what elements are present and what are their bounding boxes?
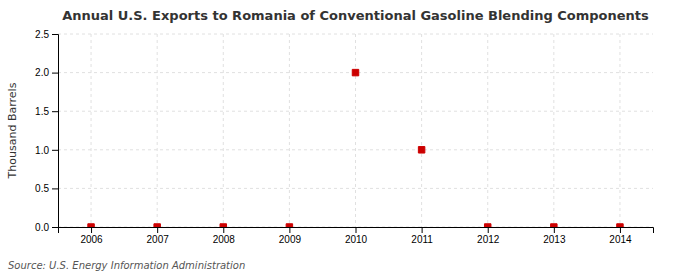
x-grid-line	[355, 34, 356, 227]
points	[88, 69, 623, 227]
grid	[58, 34, 653, 227]
x-tick: 2009	[279, 227, 302, 245]
x-tick-label: 2009	[279, 234, 302, 245]
y-tick-label: 2.0	[35, 67, 49, 78]
x-tick-label: 2007	[147, 234, 170, 245]
x-grid-line	[223, 34, 224, 227]
x-tick-label: 2008	[213, 234, 236, 245]
x-grid-line	[157, 34, 158, 227]
x-tick: 2006	[80, 227, 103, 245]
x-tick-mark	[554, 227, 555, 233]
x-tick-label: 2006	[80, 234, 103, 245]
y-tick-label: 0.5	[35, 183, 49, 194]
x-grid-line	[421, 34, 422, 227]
x-grid-line	[289, 34, 290, 227]
x-tick: 2013	[543, 227, 566, 245]
y-tick-mark	[52, 73, 58, 74]
y-tick-label: 1.0	[35, 145, 49, 156]
annotation: Source: U.S. Energy Information Administ…	[8, 260, 245, 271]
x-tick-label: 2013	[543, 234, 566, 245]
point	[286, 224, 292, 227]
y-tick-mark	[52, 150, 58, 151]
x-tick: 2008	[213, 227, 236, 245]
point	[154, 224, 160, 227]
x-grid-line	[619, 34, 620, 227]
y-grid-line	[58, 188, 653, 189]
x-grid-line	[487, 34, 488, 227]
x-tick: 2010	[345, 227, 368, 245]
y-axis-line	[52, 35, 59, 228]
y-grid-line	[58, 34, 653, 35]
y-tick: 0.0	[35, 222, 58, 233]
x-axis: 2006 2007 2008 2009 2010 2011 2012 2013 2014	[59, 227, 654, 245]
x-tick: 2011	[411, 227, 433, 245]
x-tick-mark	[422, 227, 423, 233]
x-tick-mark	[91, 227, 92, 233]
y-tick-mark	[52, 188, 58, 189]
y-tick: 2.0	[35, 67, 58, 78]
y-tick-mark	[52, 227, 58, 228]
x-tick-mark	[289, 227, 290, 233]
x-tick-label: 2011	[411, 234, 433, 245]
x-grid-line	[553, 34, 554, 227]
x-tick: 2014	[609, 227, 632, 245]
point	[418, 147, 424, 153]
point	[220, 224, 226, 227]
x-tick-mark	[157, 227, 158, 233]
plot-area: 2006200720082009201020112012201320140.00…	[35, 29, 653, 245]
point	[484, 224, 490, 227]
x-tick: 2007	[147, 227, 170, 245]
y-tick-label: 2.5	[35, 29, 49, 40]
x-tick: 2012	[477, 227, 500, 245]
y-grid-line	[58, 111, 653, 112]
y-tick: 0.5	[35, 183, 58, 194]
point	[88, 224, 94, 227]
y-tick-mark	[52, 34, 58, 35]
x-axis-line	[59, 228, 654, 234]
chart: 2006200720082009201020112012201320140.00…	[0, 0, 675, 275]
x-tick-label: 2014	[609, 234, 632, 245]
x-tick-mark	[488, 227, 489, 233]
point	[617, 224, 623, 227]
x-grid-line	[91, 34, 92, 227]
y-tick: 1.5	[35, 106, 58, 117]
y-grid-line	[58, 149, 653, 150]
x-tick-mark	[620, 227, 621, 233]
point	[352, 69, 358, 75]
point	[551, 224, 557, 227]
y-tick: 1.0	[35, 145, 58, 156]
title: Annual U.S. Exports to Romania of Conven…	[62, 8, 649, 23]
y-tick-mark	[52, 111, 58, 112]
x-tick-mark	[356, 227, 357, 233]
x-tick-label: 2010	[345, 234, 368, 245]
y-tick-label: 1.5	[35, 106, 49, 117]
x-tick-label: 2012	[477, 234, 500, 245]
y-tick-label: 0.0	[35, 222, 49, 233]
x-tick-mark	[223, 227, 224, 233]
y-axis: 0.0 0.5 1.0 1.5 2.0 2.5	[35, 29, 58, 233]
y-axis-title: Thousand Barrels	[6, 82, 19, 179]
y-tick: 2.5	[35, 29, 58, 40]
